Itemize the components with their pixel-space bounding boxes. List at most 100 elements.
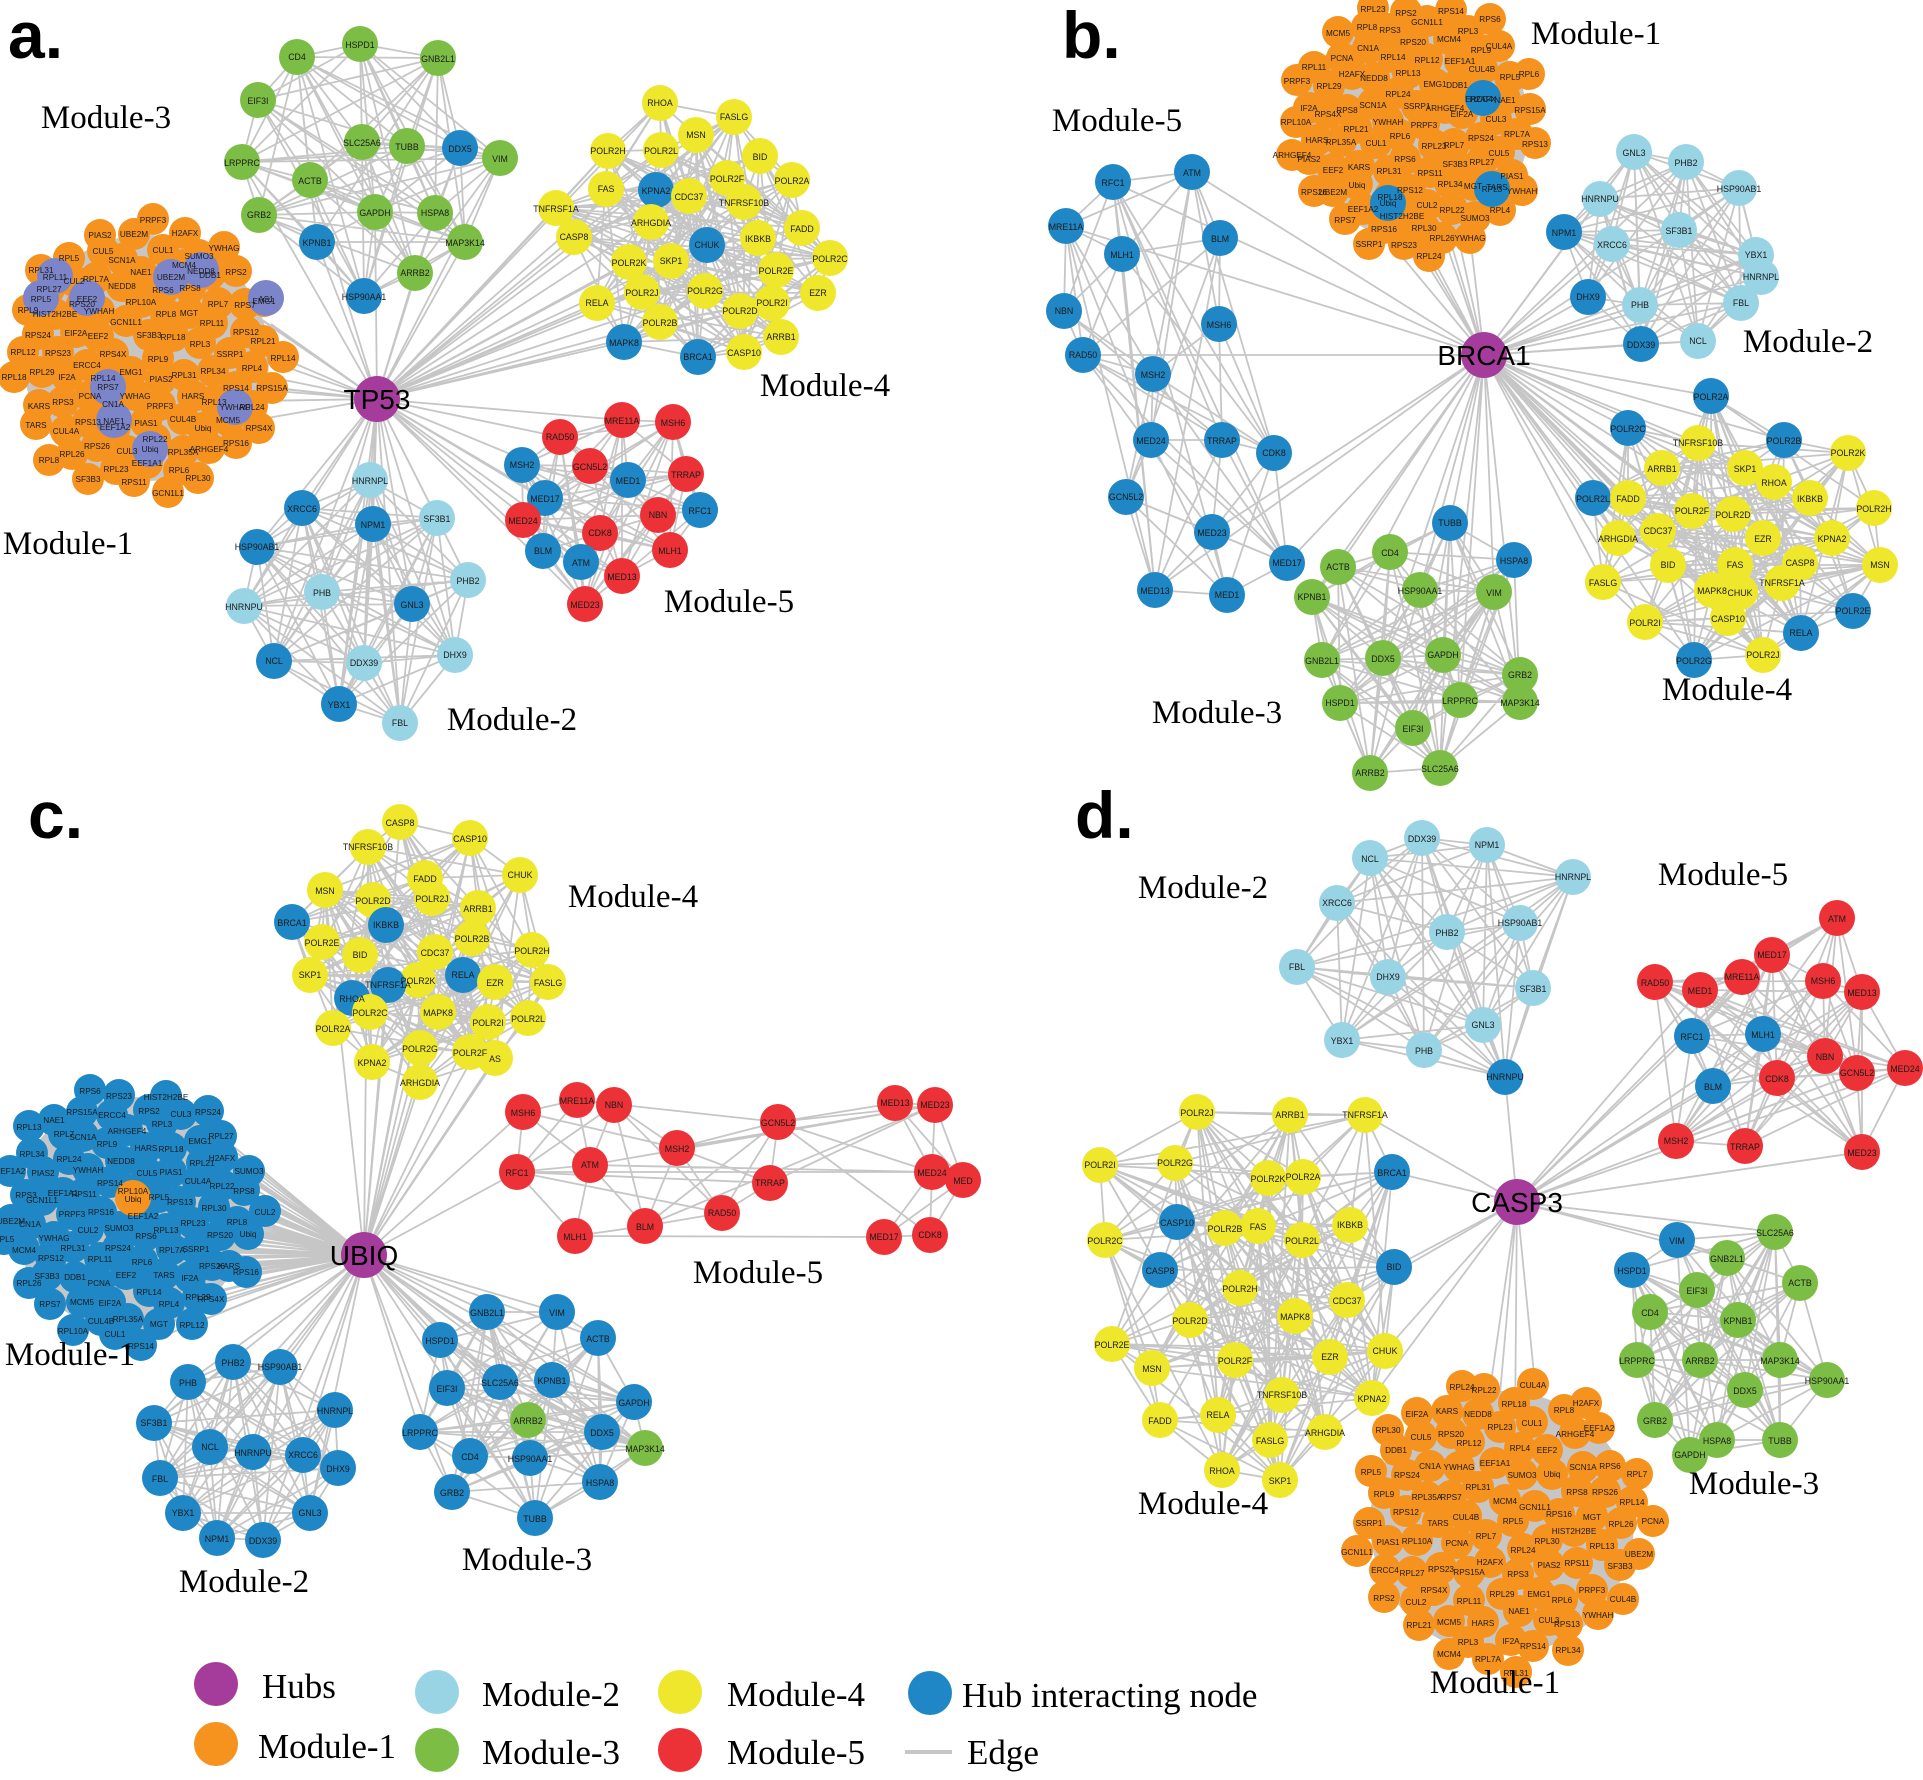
svg-text:RPS26: RPS26 — [199, 1262, 225, 1271]
svg-text:DDX5: DDX5 — [1371, 654, 1395, 664]
svg-text:RPL3: RPL3 — [1458, 27, 1479, 36]
svg-text:CUL4A: CUL4A — [1520, 1381, 1547, 1390]
svg-text:RPL9: RPL9 — [148, 355, 169, 364]
svg-text:POLR2G: POLR2G — [402, 1044, 438, 1054]
svg-text:EIF2A: EIF2A — [65, 329, 88, 338]
svg-text:RPS8: RPS8 — [233, 1187, 255, 1196]
svg-text:RPL34: RPL34 — [1555, 1646, 1580, 1655]
svg-text:SSRP1: SSRP1 — [217, 350, 244, 359]
svg-text:RPS4X: RPS4X — [246, 424, 273, 433]
svg-text:NEDD8: NEDD8 — [1464, 1410, 1492, 1419]
svg-text:GNL3: GNL3 — [1472, 1020, 1495, 1030]
svg-text:RPS4X: RPS4X — [100, 350, 127, 359]
svg-text:MGT: MGT — [180, 309, 198, 318]
svg-text:RPS16: RPS16 — [223, 439, 249, 448]
svg-text:RPL31: RPL31 — [1376, 167, 1401, 176]
svg-text:SUMO3: SUMO3 — [104, 1224, 134, 1233]
svg-text:RPL3: RPL3 — [1458, 1638, 1479, 1647]
svg-text:RPL35A: RPL35A — [168, 448, 199, 457]
svg-text:CUL3: CUL3 — [1539, 1616, 1560, 1625]
svg-text:MLH1: MLH1 — [563, 1232, 587, 1242]
svg-text:DDX39: DDX39 — [350, 658, 378, 668]
svg-text:RAD50: RAD50 — [1641, 978, 1669, 988]
svg-text:ATM: ATM — [1183, 168, 1201, 178]
svg-text:SF3B3: SF3B3 — [75, 475, 100, 484]
svg-text:TNFRSF10B: TNFRSF10B — [343, 842, 393, 852]
svg-text:RPL26: RPL26 — [1429, 234, 1454, 243]
svg-text:POLR2I: POLR2I — [1084, 1160, 1115, 1170]
svg-text:CN1A: CN1A — [19, 1220, 41, 1229]
svg-text:PIAS1: PIAS1 — [1376, 1538, 1400, 1547]
svg-text:RHOA: RHOA — [647, 98, 673, 108]
svg-text:PIAS1: PIAS1 — [134, 419, 158, 428]
svg-text:GRB2: GRB2 — [1508, 670, 1532, 680]
svg-text:RPL23: RPL23 — [1487, 1423, 1512, 1432]
svg-text:FBL: FBL — [1289, 962, 1305, 972]
svg-text:POLR2J: POLR2J — [415, 894, 448, 904]
svg-text:MAPK8: MAPK8 — [609, 338, 639, 348]
svg-text:Hub interacting node: Hub interacting node — [962, 1676, 1257, 1715]
svg-text:Module-1: Module-1 — [3, 526, 133, 562]
svg-text:RPS14: RPS14 — [1438, 7, 1464, 16]
svg-text:EIF2A: EIF2A — [1406, 1410, 1429, 1419]
svg-text:RPS7: RPS7 — [234, 301, 256, 310]
svg-text:SUMO3: SUMO3 — [1460, 214, 1490, 223]
svg-text:RPS13: RPS13 — [167, 1198, 193, 1207]
svg-text:MED17: MED17 — [1272, 558, 1301, 568]
svg-text:ATM: ATM — [1828, 914, 1846, 924]
svg-text:NBN: NBN — [649, 510, 668, 520]
svg-text:RPL11: RPL11 — [200, 319, 225, 328]
svg-text:EIF3I: EIF3I — [1686, 1286, 1707, 1296]
svg-text:CDC37: CDC37 — [1644, 526, 1673, 536]
svg-text:ERCC4: ERCC4 — [98, 1111, 126, 1120]
svg-text:NEDD8: NEDD8 — [107, 1157, 135, 1166]
svg-text:NCL: NCL — [1361, 854, 1379, 864]
svg-text:RPL6: RPL6 — [1390, 132, 1411, 141]
svg-text:SCN1A: SCN1A — [1569, 1463, 1597, 1472]
svg-text:RPL30: RPL30 — [185, 474, 210, 483]
svg-text:CDC37: CDC37 — [421, 948, 450, 958]
svg-text:EEF1A1: EEF1A1 — [48, 1189, 79, 1198]
svg-text:POLR2C: POLR2C — [352, 1008, 388, 1018]
svg-text:MED23: MED23 — [1847, 1148, 1876, 1158]
svg-text:KPNA2: KPNA2 — [1818, 534, 1847, 544]
svg-text:EZR: EZR — [1754, 534, 1772, 544]
svg-text:RPS23: RPS23 — [106, 1092, 132, 1101]
svg-text:POLR2J: POLR2J — [1180, 1108, 1213, 1118]
svg-text:CUL5: CUL5 — [93, 247, 114, 256]
svg-text:SKP1: SKP1 — [1269, 1476, 1292, 1486]
svg-text:MRE11A: MRE11A — [560, 1096, 595, 1106]
svg-text:RPL27: RPL27 — [1399, 1569, 1424, 1578]
svg-text:CUL2: CUL2 — [1406, 1598, 1427, 1607]
svg-text:HIST2H2BE: HIST2H2BE — [1380, 212, 1425, 221]
svg-text:ARHGEF4: ARHGEF4 — [1273, 151, 1312, 160]
svg-text:RPL7: RPL7 — [54, 1130, 75, 1139]
svg-text:IKBKB: IKBKB — [1797, 494, 1823, 504]
svg-text:RPS7: RPS7 — [97, 383, 119, 392]
svg-text:RPL5: RPL5 — [1500, 73, 1521, 82]
svg-text:ARHGDIA: ARHGDIA — [1305, 1428, 1345, 1438]
svg-text:EEF2: EEF2 — [1537, 1446, 1558, 1455]
svg-text:RPL22: RPL22 — [1471, 1386, 1496, 1395]
svg-text:RPL18: RPL18 — [158, 1145, 183, 1154]
svg-text:RHOA: RHOA — [1761, 478, 1787, 488]
svg-text:RPS4X: RPS4X — [1421, 1586, 1448, 1595]
svg-text:MED17: MED17 — [869, 1232, 898, 1242]
svg-text:UBE2M: UBE2M — [157, 273, 185, 282]
svg-text:ARRB1: ARRB1 — [766, 332, 795, 342]
svg-text:HSP90AB1: HSP90AB1 — [1717, 184, 1762, 194]
svg-text:GCN1L1: GCN1L1 — [26, 1196, 58, 1205]
svg-text:HARS: HARS — [1472, 1619, 1495, 1628]
svg-text:RPL5: RPL5 — [1503, 1517, 1524, 1526]
svg-text:RPL13: RPL13 — [201, 398, 226, 407]
svg-text:PIAS1: PIAS1 — [1500, 172, 1524, 181]
svg-text:ARHGEF4: ARHGEF4 — [1426, 104, 1465, 113]
svg-text:RPS3: RPS3 — [52, 398, 74, 407]
svg-text:EEF1A1: EEF1A1 — [1480, 1459, 1511, 1468]
svg-text:POLR2B: POLR2B — [455, 934, 490, 944]
svg-text:RFC1: RFC1 — [506, 1168, 529, 1178]
svg-text:MED17: MED17 — [1757, 950, 1786, 960]
svg-text:NAE1: NAE1 — [130, 268, 152, 277]
svg-text:XRCC6: XRCC6 — [1597, 240, 1627, 250]
svg-text:CN1A: CN1A — [1419, 1462, 1441, 1471]
